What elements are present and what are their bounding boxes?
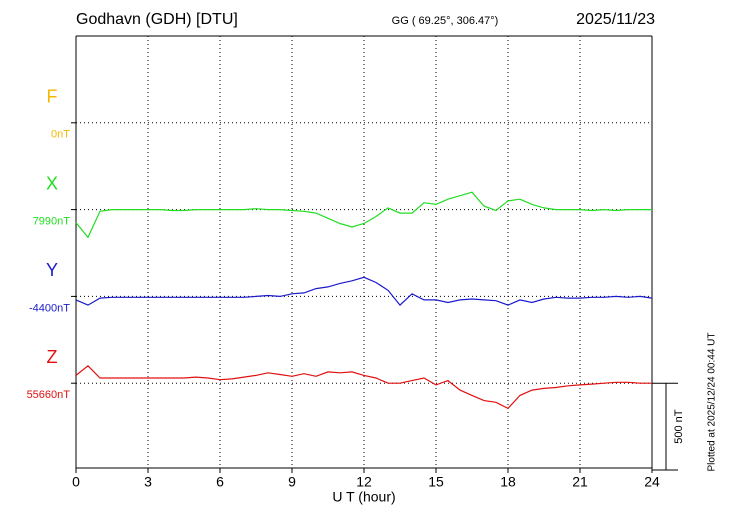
x-tick-label: 3 [144, 474, 152, 490]
date: 2025/11/23 [576, 11, 655, 28]
footnote: Plotted at 2025/12/24 00:44 UT [707, 333, 718, 472]
series-name: X [46, 173, 58, 193]
baseline-label: 7990nT [33, 216, 71, 228]
chart-title: Godhavn (GDH) [DTU] [76, 11, 238, 28]
series-line [75, 364, 652, 410]
baseline-label: 55660nT [27, 389, 71, 401]
x-tick-label: 12 [356, 474, 372, 490]
x-tick-label: 6 [216, 474, 224, 490]
series-line [75, 276, 653, 306]
baseline-label: 0nT [51, 129, 70, 141]
baseline-label: -4400nT [29, 302, 70, 314]
series-line [75, 191, 652, 239]
series-name: Z [47, 347, 58, 367]
scale-label: 500 nT [673, 409, 685, 444]
x-tick-label: 18 [500, 474, 516, 490]
x-tick-label: 24 [644, 474, 660, 490]
x-tick-label: 15 [428, 474, 444, 490]
series-name: F [47, 87, 58, 107]
x-axis-label: U T (hour) [332, 489, 395, 505]
series-name: Y [46, 260, 58, 280]
subtitle: GG ( 69.25°, 306.47°) [392, 15, 499, 27]
x-tick-label: 0 [72, 474, 80, 490]
x-tick-label: 9 [288, 474, 296, 490]
x-tick-label: 21 [572, 474, 588, 490]
